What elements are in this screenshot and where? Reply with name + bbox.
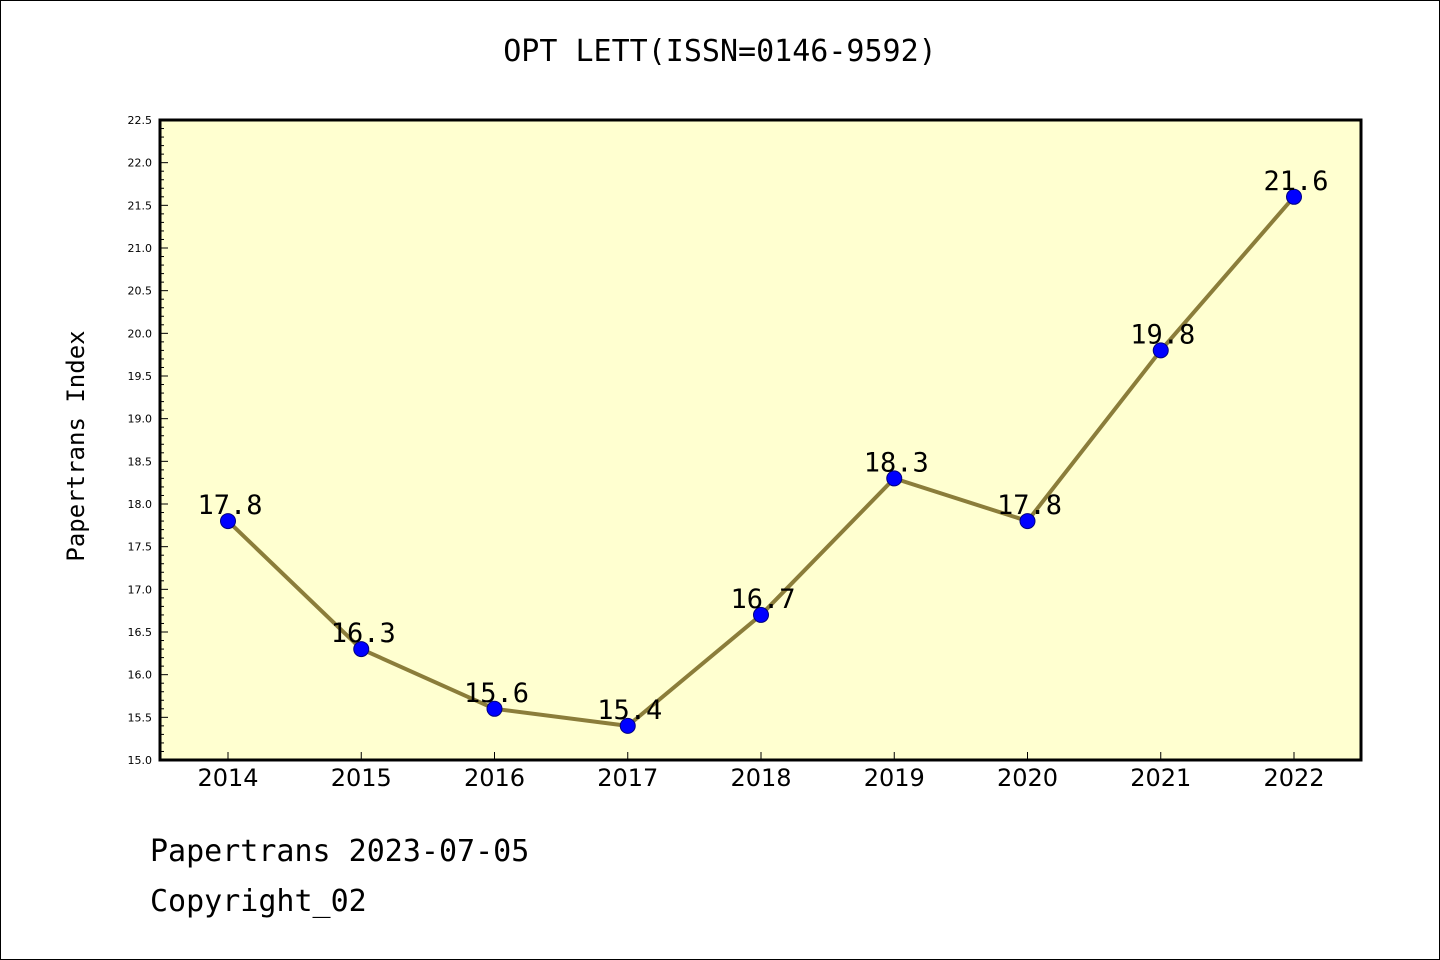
y-tick-label: 17.5 [128, 541, 153, 554]
data-label: 18.3 [864, 447, 929, 478]
y-tick-label: 21.0 [128, 242, 153, 255]
x-tick-label: 2014 [197, 764, 258, 792]
y-tick-label: 19.0 [128, 413, 153, 426]
data-point [220, 513, 236, 530]
data-label: 16.3 [331, 618, 396, 649]
x-tick-label: 2018 [730, 764, 791, 792]
y-tick-label: 17.0 [128, 583, 153, 596]
series-line-segment [1025, 348, 1163, 524]
plot-border [158, 118, 1363, 762]
y-tick-label: 20.0 [128, 327, 153, 340]
x-tick-label: 2020 [997, 764, 1058, 792]
data-point [619, 717, 636, 734]
y-tick-label: 20.5 [128, 285, 153, 298]
data-point [1152, 342, 1169, 359]
x-tick-label: 2015 [331, 764, 392, 792]
x-tick-label: 2021 [1130, 764, 1191, 792]
y-tick-label: 16.0 [128, 669, 153, 682]
data-point [486, 700, 503, 717]
data-label: 15.6 [464, 678, 529, 709]
plot-area [160, 120, 1361, 760]
footer-copyright: Copyright_02 [150, 884, 367, 919]
x-tick-label: 2022 [1263, 764, 1324, 792]
series-line-segment [359, 647, 497, 711]
data-point [1019, 513, 1036, 530]
y-tick-label: 22.5 [128, 114, 153, 127]
y-tick-label: 18.5 [128, 455, 153, 468]
data-label: 15.4 [597, 695, 662, 726]
data-label: 21.6 [1263, 166, 1328, 197]
y-tick-label: 18.0 [128, 498, 153, 511]
series-line-segment [892, 476, 1030, 524]
y-tick-label: 21.5 [128, 199, 153, 212]
data-label: 19.8 [1130, 319, 1195, 350]
data-point [1286, 188, 1302, 205]
data-label: 17.8 [197, 490, 262, 521]
x-tick-label: 2019 [864, 764, 925, 792]
data-label: 17.8 [997, 490, 1062, 521]
y-tick-label: 15.5 [128, 711, 153, 724]
series-line-segment [492, 706, 630, 728]
series-line-segment [1158, 194, 1296, 353]
x-tick-label: 2017 [597, 764, 658, 792]
data-point [353, 641, 370, 658]
data-label: 16.7 [730, 584, 795, 615]
data-point [886, 470, 903, 487]
chart-title: OPT LETT(ISSN=0146-9592) [503, 34, 937, 69]
data-point [753, 606, 769, 623]
y-tick-label: 22.0 [128, 157, 153, 170]
footer-date: Papertrans 2023-07-05 [150, 834, 530, 869]
y-tick-label: 16.5 [128, 626, 153, 639]
y-tick-label: 19.5 [128, 370, 153, 383]
series-line-segment [625, 612, 763, 728]
x-tick-label: 2016 [464, 764, 525, 792]
y-tick-label: 15.0 [128, 754, 153, 767]
series-line-segment [226, 519, 364, 652]
series-line-segment [759, 476, 897, 617]
